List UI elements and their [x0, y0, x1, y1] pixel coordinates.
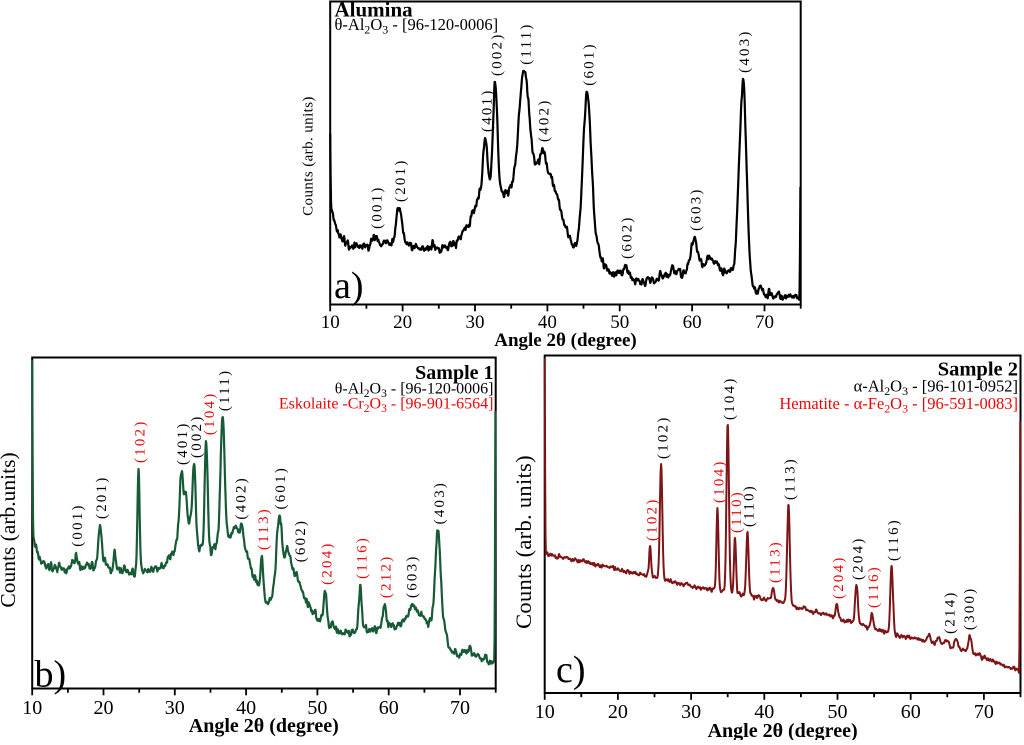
svg-text:20: 20 [94, 697, 114, 719]
svg-text:(204): (204) [851, 536, 867, 580]
svg-text:(113): (113) [256, 507, 272, 550]
svg-text:(204): (204) [320, 541, 336, 585]
svg-text:40: 40 [754, 701, 774, 723]
svg-text:(601): (601) [273, 466, 289, 510]
svg-text:(204): (204) [831, 555, 847, 599]
svg-text:b): b) [35, 654, 67, 696]
svg-text:(401): (401) [479, 88, 495, 132]
svg-text:(602): (602) [293, 519, 309, 563]
svg-text:(002): (002) [189, 414, 205, 458]
svg-text:30: 30 [165, 697, 185, 719]
svg-text:20: 20 [608, 701, 628, 723]
svg-text:Counts (arb.units): Counts (arb.units) [0, 452, 20, 607]
svg-text:60: 60 [683, 312, 702, 333]
svg-text:30: 30 [681, 701, 701, 723]
svg-text:10: 10 [321, 312, 340, 333]
svg-text:60: 60 [901, 701, 921, 723]
svg-text:Sample 1: Sample 1 [415, 362, 493, 384]
svg-text:(110): (110) [742, 484, 758, 527]
svg-text:(201): (201) [94, 475, 110, 519]
svg-text:Eskolaite -Cr2​O3​ - [96-901-6: Eskolaite -Cr2​O3​ - [96-901-6564] [279, 396, 494, 416]
svg-text:(001): (001) [369, 185, 385, 229]
svg-text:(403): (403) [737, 29, 753, 73]
svg-text:c): c) [556, 649, 586, 691]
svg-text:(104): (104) [202, 392, 218, 436]
svg-text:10: 10 [535, 701, 555, 723]
svg-text:Sample 2: Sample 2 [938, 359, 1018, 381]
svg-text:(402): (402) [537, 98, 553, 142]
svg-text:50: 50 [610, 312, 629, 333]
svg-text:a): a) [334, 265, 364, 307]
svg-text:(113): (113) [767, 540, 783, 583]
svg-text:(102): (102) [644, 497, 660, 541]
svg-text:α-Al2​O3​ - [96-101-0952]: α-Al2​O3​ - [96-101-0952] [854, 377, 1018, 399]
svg-text:50: 50 [307, 697, 327, 719]
svg-text:(116): (116) [354, 536, 370, 579]
svg-text:Alumina: Alumina [335, 0, 414, 22]
svg-text:(403): (403) [432, 481, 448, 525]
svg-text:70: 70 [974, 701, 994, 723]
svg-text:(601): (601) [581, 42, 597, 86]
svg-text:Angle 2θ (degree): Angle 2θ (degree) [494, 330, 637, 351]
svg-text:(104): (104) [712, 459, 728, 503]
svg-text:40: 40 [236, 697, 256, 719]
svg-text:(602): (602) [620, 215, 636, 259]
svg-text:(111): (111) [518, 22, 534, 64]
svg-text:(002): (002) [489, 32, 505, 76]
svg-text:20: 20 [393, 312, 412, 333]
svg-text:θ-Al2​O3​ - [96-120-0006]: θ-Al2​O3​ - [96-120-0006] [335, 15, 499, 37]
svg-text:Hematite - α-Fe2​O3​ - [96-591: Hematite - α-Fe2​O3​ - [96-591-0083] [779, 394, 1018, 416]
svg-text:Counts (arb. units): Counts (arb. units) [511, 455, 536, 629]
svg-text:(201): (201) [393, 158, 409, 202]
svg-text:(116): (116) [886, 518, 902, 561]
svg-text:50: 50 [828, 701, 848, 723]
svg-text:(212): (212) [379, 555, 395, 599]
svg-text:70: 70 [450, 697, 470, 719]
svg-text:(603): (603) [405, 554, 421, 598]
svg-text:Angle 2θ (degree): Angle 2θ (degree) [708, 720, 858, 740]
svg-text:(603): (603) [689, 187, 705, 231]
svg-text:θ-Al2​O3​ - [96-120-0006]: θ-Al2​O3​ - [96-120-0006] [335, 381, 494, 401]
svg-text:(111): (111) [217, 369, 233, 411]
svg-text:(001): (001) [70, 503, 86, 547]
svg-text:(104): (104) [722, 376, 738, 420]
svg-text:(401): (401) [175, 421, 191, 465]
svg-text:60: 60 [379, 697, 399, 719]
svg-text:(116): (116) [866, 565, 882, 608]
svg-text:Angle 2θ (degree): Angle 2θ (degree) [189, 715, 339, 737]
svg-text:30: 30 [466, 312, 485, 333]
svg-text:(113): (113) [783, 457, 799, 500]
svg-text:(102): (102) [133, 419, 149, 463]
svg-text:(300): (300) [962, 587, 978, 631]
svg-text:(214): (214) [942, 590, 958, 634]
svg-text:(102): (102) [655, 415, 671, 459]
svg-text:(110): (110) [729, 490, 745, 533]
svg-text:(402): (402) [233, 476, 249, 520]
svg-text:40: 40 [538, 312, 557, 333]
svg-text:Counts (arb. units): Counts (arb. units) [301, 96, 317, 216]
svg-text:70: 70 [755, 312, 774, 333]
svg-text:10: 10 [22, 697, 42, 719]
